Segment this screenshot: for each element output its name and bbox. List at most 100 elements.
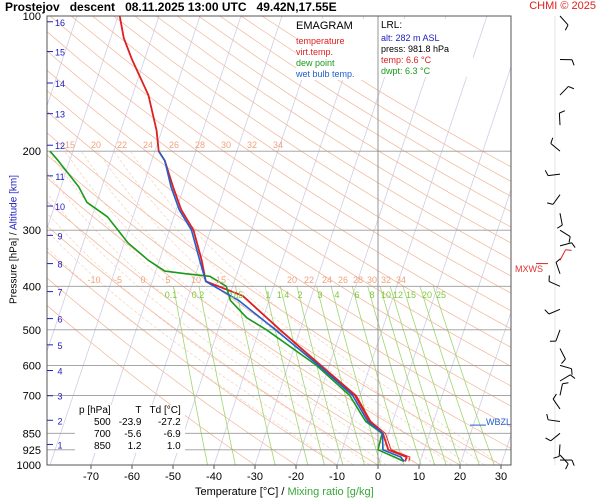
- lrl-dwpt: dwpt: 6.3 °C: [381, 66, 431, 76]
- legend-dew-point: dew point: [296, 58, 335, 68]
- x-tick-label: -60: [124, 471, 140, 483]
- chart-title: Prostejov descent 08.11.2025 13:00 UTC 4…: [5, 0, 337, 14]
- wind-barb: [552, 194, 561, 205]
- wind-barb-feather: [568, 85, 575, 90]
- wind-barb: [552, 398, 561, 410]
- dry-adiabat-label: 32: [381, 275, 391, 285]
- legend-temperature: temperature: [296, 36, 345, 46]
- wind-barb: [548, 173, 561, 177]
- x-axis-label-temp: Temperature [°C]: [195, 486, 279, 498]
- wind-barb-feather: [571, 242, 576, 248]
- dry-adiabat-line: [47, 110, 511, 428]
- wind-barb-feather: [553, 455, 560, 459]
- wind-barb: [559, 454, 569, 465]
- isotherm-line: [418, 188, 511, 465]
- table-cell: 700: [94, 429, 111, 440]
- isotherm-line: [459, 311, 511, 465]
- mixing-ratio-label: 10: [381, 290, 391, 300]
- isotherm-line: [377, 65, 511, 465]
- wind-barb: [548, 280, 561, 287]
- pressure-tick-label: 850: [23, 428, 41, 440]
- wind-barb-feather: [565, 249, 572, 251]
- wind-barb-feather: [571, 368, 573, 375]
- dry-adiabat-line: [177, 16, 511, 228]
- mixing-ratio-label: 20: [422, 290, 432, 300]
- lrl-box: LRL: alt: 282 m ASL press: 981.8 hPa tem…: [381, 19, 473, 77]
- table-cell: 500: [94, 417, 111, 428]
- dry-adiabat-label: 0: [140, 275, 145, 285]
- mixing-ratio-label: 1.4: [277, 290, 290, 300]
- dry-adiabat-label: 24: [143, 140, 153, 150]
- wind-barb-feather: [545, 437, 551, 442]
- mixing-ratio-label: 6: [354, 290, 359, 300]
- dry-adiabat-label: 15: [216, 275, 226, 285]
- pressure-tick-label: 100: [23, 11, 41, 23]
- wind-barb-feather: [556, 224, 563, 229]
- x-tick-label: -50: [165, 471, 181, 483]
- wind-barb-feather: [546, 413, 549, 420]
- dry-adiabat-label: 10: [191, 275, 201, 285]
- table-cell: 850: [94, 441, 111, 452]
- wind-barb: [548, 308, 561, 315]
- dry-adiabat-line: [70, 16, 511, 312]
- x-tick-label: -40: [206, 471, 222, 483]
- isotherm-line: [131, 16, 283, 465]
- wind-barb-feather: [547, 202, 554, 205]
- dry-adiabat-label: 30: [367, 275, 377, 285]
- wind-barb: [550, 143, 561, 152]
- table-row: 850 1.2 1.0: [75, 441, 185, 453]
- y-axis-label: Pressure [hPa] / Altitude [km]: [9, 160, 20, 320]
- x-tick-label: 10: [413, 471, 425, 483]
- wind-barb: [559, 383, 563, 396]
- plot-frame: [46, 15, 512, 466]
- table-cell: -23.9: [118, 417, 142, 428]
- y-axis-label-pressure: Pressure [hPa]: [8, 237, 20, 304]
- isotherm-line: [172, 16, 324, 465]
- wind-barb: [559, 242, 572, 247]
- altitude-tick-label: 8: [57, 260, 62, 270]
- altitude-tick-label: 16: [55, 18, 65, 28]
- pressure-tick-label: 500: [23, 325, 41, 337]
- pressure-tick-label: 600: [23, 360, 41, 372]
- isotherm-line: [295, 16, 447, 465]
- isotherm-line: [47, 16, 78, 108]
- wind-barb: [559, 364, 572, 370]
- legend: EMAGRAM temperature virt.temp. dew point…: [296, 19, 371, 80]
- dry-adiabat-line: [155, 16, 511, 244]
- x-tick-label: -70: [83, 471, 99, 483]
- altitude-tick-label: 15: [55, 48, 65, 58]
- sounding-location: 49.42N,17.55E: [256, 0, 337, 14]
- wind-barb-feather: [564, 24, 569, 31]
- x-tick-label: 30: [495, 471, 507, 483]
- wind-barb-feather: [561, 358, 566, 364]
- wind-barb-feather: [555, 258, 561, 263]
- wind-barb-feather: [568, 236, 571, 243]
- altitude-tick-label: 2: [57, 416, 62, 426]
- wind-barb-feather: [571, 459, 575, 466]
- series-line-wet-bulb-temp: [158, 150, 405, 462]
- altitude-tick-label: 1: [57, 440, 62, 450]
- wind-barb: [559, 348, 566, 360]
- dry-adiabat-label: 28: [195, 140, 205, 150]
- dry-adiabat-line: [92, 16, 511, 294]
- dry-adiabat-line: [47, 31, 511, 348]
- dry-adiabat-line: [219, 16, 511, 197]
- legend-wet-bulb: wet bulb temp.: [296, 69, 355, 79]
- wind-barb-feather: [562, 382, 569, 385]
- dry-adiabat-label: 32: [247, 140, 257, 150]
- wind-barb: [559, 86, 569, 96]
- mixing-ratio-label: 0.1: [165, 290, 178, 300]
- table-cell: -6.9: [163, 429, 181, 440]
- altitude-tick-label: 9: [57, 231, 62, 241]
- dry-adiabat-label: 15: [65, 140, 75, 150]
- wbzl-label: WBZL: [486, 417, 512, 427]
- dry-adiabat-label: 22: [304, 275, 314, 285]
- mixing-ratio-label: 4: [334, 290, 339, 300]
- wind-barb-feather: [552, 393, 557, 400]
- dry-adiabat-label: 30: [221, 140, 231, 150]
- x-axis-label: Temperature [°C] / Mixing ratio [g/kg]: [195, 486, 374, 498]
- isotherm-line: [49, 16, 201, 465]
- dry-adiabat-label: 34: [396, 275, 406, 285]
- x-tick-label: 20: [454, 471, 466, 483]
